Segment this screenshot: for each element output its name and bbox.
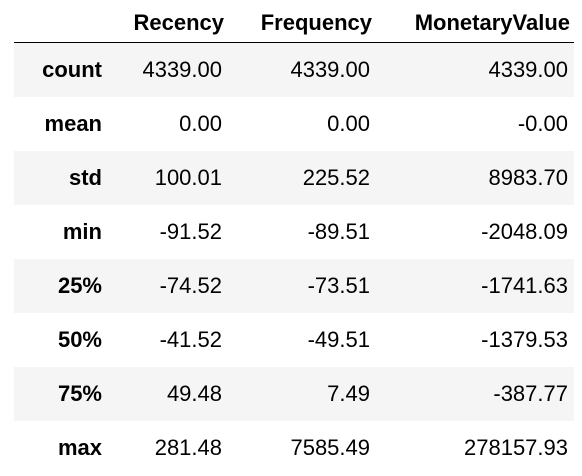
column-header-recency: Recency: [110, 0, 228, 43]
cell-frequency: 7585.49: [290, 434, 370, 460]
row-label: mean: [44, 110, 102, 136]
row-label: max: [57, 434, 102, 460]
cell-monetaryvalue: 8983.70: [488, 164, 568, 190]
cell-monetaryvalue: 278157.93: [464, 434, 568, 460]
row-label: 75%: [57, 380, 102, 406]
table-row-25pct: 25% -74.52 -73.51 -1741.63: [14, 258, 574, 313]
cell-monetaryvalue: -387.77: [493, 380, 568, 406]
row-label: count: [42, 56, 102, 82]
cell-recency: -74.52: [159, 272, 222, 298]
cell-frequency: 7.49: [327, 380, 370, 406]
describe-table-container: Recency Frequency MonetaryValue count 43…: [14, 0, 574, 475]
row-label: std: [69, 164, 102, 190]
table-row-50pct: 50% -41.52 -49.51 -1379.53: [14, 312, 574, 367]
cell-frequency: -89.51: [307, 218, 370, 244]
table-row-min: min -91.52 -89.51 -2048.09: [14, 204, 574, 259]
cell-monetaryvalue: -1379.53: [481, 326, 568, 352]
cell-recency: -41.52: [159, 326, 222, 352]
table-row-mean: mean 0.00 0.00 -0.00: [14, 96, 574, 151]
table-row-std: std 100.01 225.52 8983.70: [14, 150, 574, 205]
cell-recency: -91.52: [159, 218, 222, 244]
table-row-count: count 4339.00 4339.00 4339.00: [14, 42, 574, 97]
cell-recency: 0.00: [179, 110, 222, 136]
table-row-75pct: 75% 49.48 7.49 -387.77: [14, 366, 574, 421]
column-header-monetaryvalue: MonetaryValue: [376, 0, 574, 43]
row-label: 50%: [57, 326, 102, 352]
cell-frequency: 225.52: [302, 164, 370, 190]
index-header: [14, 0, 110, 43]
column-header-frequency: Frequency: [228, 0, 376, 43]
cell-monetaryvalue: -2048.09: [481, 218, 568, 244]
cell-recency: 100.01: [154, 164, 222, 190]
cell-recency: 49.48: [166, 380, 222, 406]
row-label: 25%: [57, 272, 102, 298]
cell-monetaryvalue: 4339.00: [488, 56, 568, 82]
cell-recency: 281.48: [154, 434, 222, 460]
cell-frequency: -49.51: [307, 326, 370, 352]
table-row-max: max 281.48 7585.49 278157.93: [14, 420, 574, 475]
cell-monetaryvalue: -0.00: [517, 110, 568, 136]
describe-table: Recency Frequency MonetaryValue count 43…: [14, 0, 574, 475]
cell-frequency: 0.00: [327, 110, 370, 136]
cell-recency: 4339.00: [142, 56, 222, 82]
row-label: min: [62, 218, 102, 244]
cell-monetaryvalue: -1741.63: [481, 272, 568, 298]
cell-frequency: 4339.00: [290, 56, 370, 82]
header-row: Recency Frequency MonetaryValue: [14, 0, 574, 43]
cell-frequency: -73.51: [307, 272, 370, 298]
